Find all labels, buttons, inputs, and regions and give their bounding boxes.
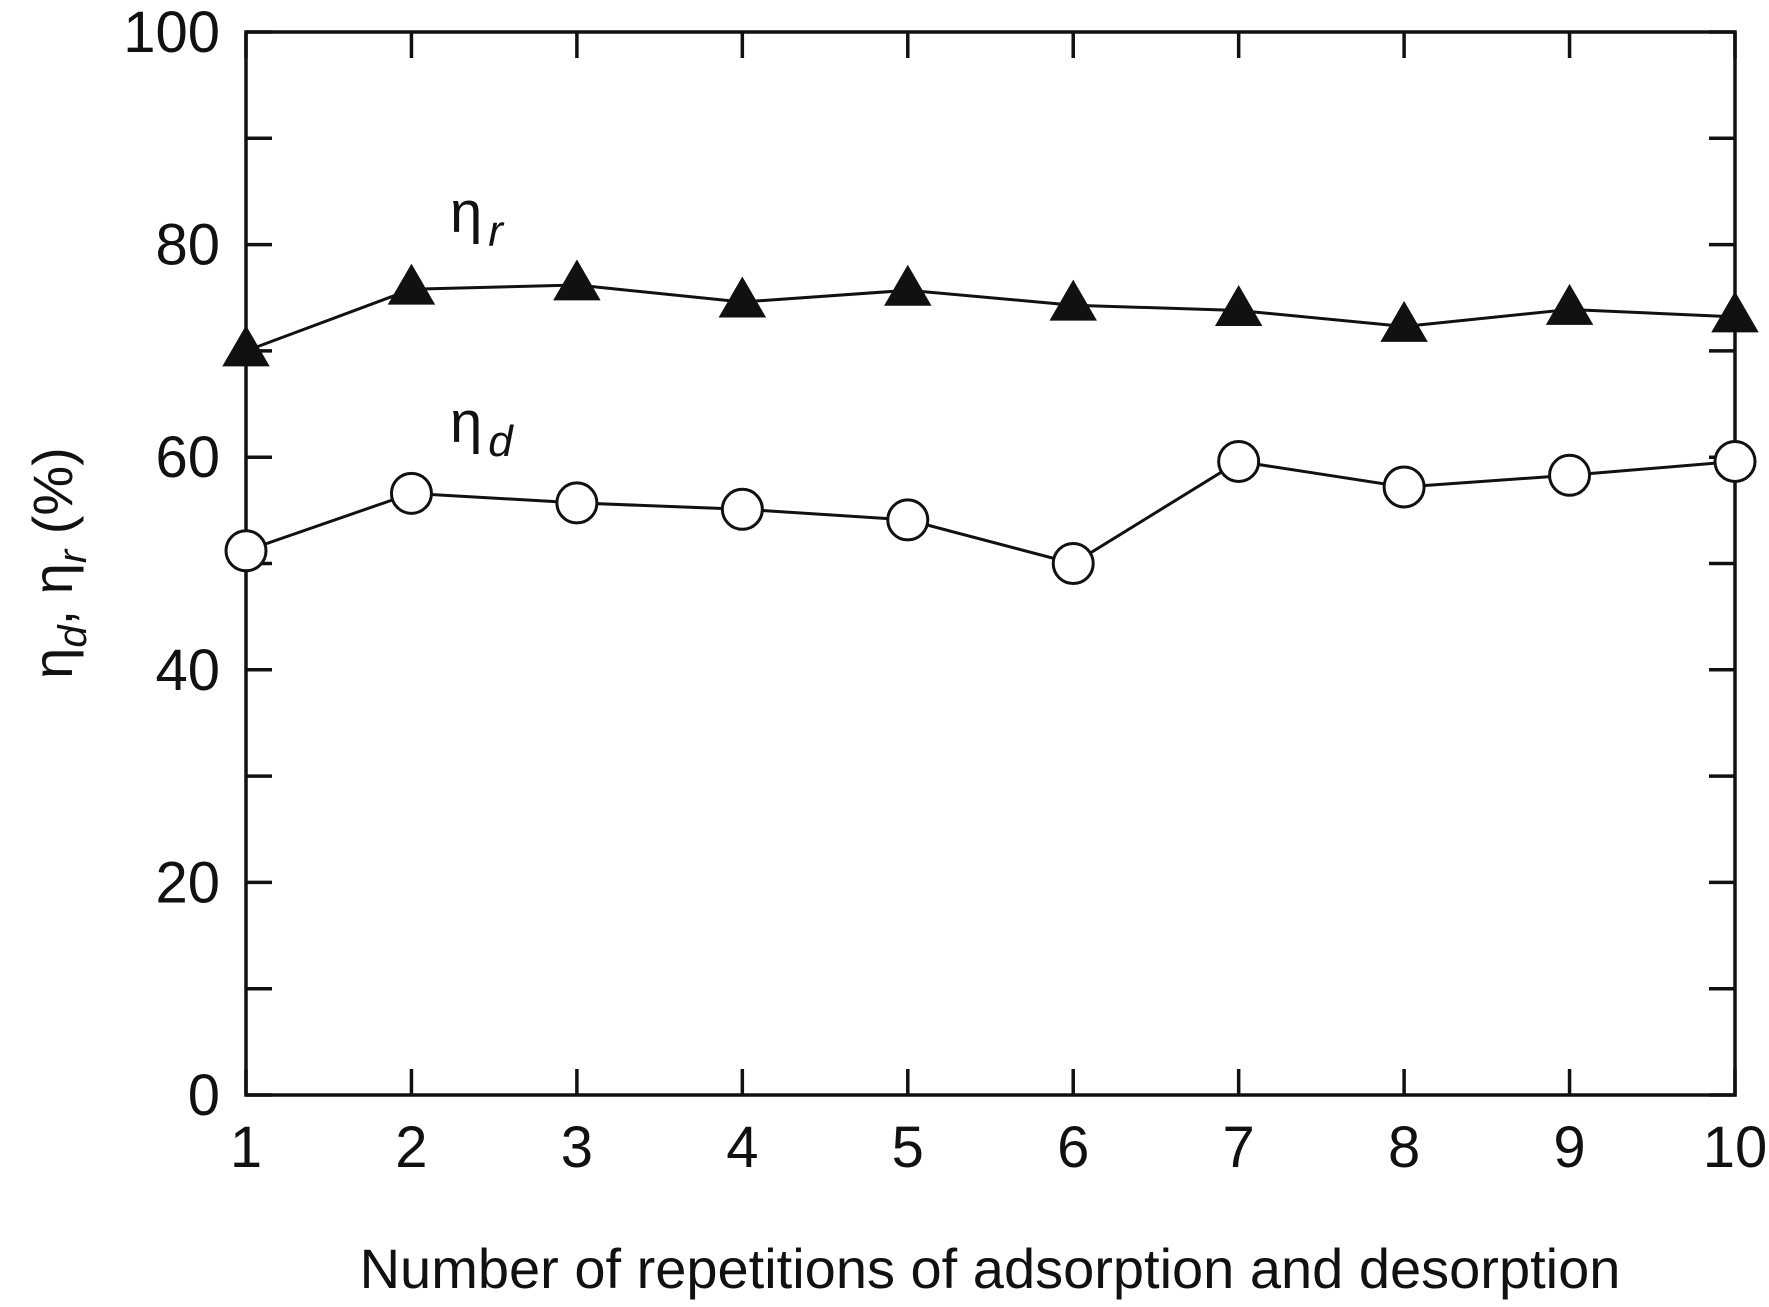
point-series-0-x8: [1380, 300, 1428, 342]
series-lines: [245, 283, 1736, 566]
x-tick-label-1: 1: [230, 1115, 262, 1180]
point-series-1-x2: [389, 471, 433, 515]
point-series-1-x6: [1051, 542, 1095, 585]
point-series-1-x7: [1217, 439, 1261, 483]
point-series-0-x1: [222, 325, 270, 367]
y-label-eta-2: , η: [21, 563, 84, 625]
series-label-eta-r-symbol: η: [450, 180, 482, 245]
x-tick-label-3: 3: [561, 1115, 593, 1180]
y-tick-label-80: 80: [155, 213, 220, 278]
y-label-sub-d: d: [51, 624, 95, 648]
point-series-0-x9: [1545, 283, 1594, 325]
y-label-sub-r: r: [51, 548, 95, 563]
point-series-0-x2: [387, 263, 436, 305]
series-label-eta-r-sub: r: [488, 207, 505, 256]
point-series-0-x4: [718, 276, 767, 318]
y-tick-label-100: 100: [123, 0, 220, 65]
point-series-1-x1: [224, 529, 268, 573]
series-label-eta-d-symbol: η: [450, 390, 482, 455]
y-tick-label-20: 20: [155, 850, 220, 915]
y-tick-label-40: 40: [155, 638, 220, 703]
point-series-1-x3: [555, 481, 599, 525]
point-series-1-x5: [886, 498, 930, 542]
point-series-0-x7: [1214, 284, 1263, 326]
y-tick-label-0: 0: [188, 1063, 220, 1128]
y-tick-label-60: 60: [155, 425, 220, 490]
y-label-unit: (%): [21, 447, 84, 550]
x-tick-label-2: 2: [395, 1115, 427, 1180]
series-line-1: [245, 459, 1736, 566]
point-series-1-x8: [1382, 465, 1426, 509]
x-tick-label-7: 7: [1223, 1115, 1255, 1180]
point-series-1-x9: [1548, 453, 1592, 497]
series-markers: [222, 259, 1759, 585]
point-series-1-x10: [1713, 439, 1757, 483]
x-tick-label-5: 5: [892, 1115, 924, 1180]
x-axis-label: Number of repetitions of adsorption and …: [360, 1237, 1621, 1300]
series-line-0: [245, 283, 1736, 353]
tick-labels: 0 20 40 60 80 100 1 2 3 4 5 6 7 8 9 10: [123, 0, 1767, 1180]
point-series-0-x6: [1049, 279, 1097, 321]
x-tick-label-8: 8: [1388, 1115, 1420, 1180]
y-axis-label: ηd, ηr (%): [21, 447, 95, 679]
point-series-1-x4: [720, 487, 764, 531]
series-label-eta-d-sub: d: [488, 417, 514, 466]
y-label-eta-1: η: [21, 648, 84, 679]
x-tick-label-9: 9: [1553, 1115, 1585, 1180]
x-tick-label-4: 4: [726, 1115, 758, 1180]
x-tick-label-6: 6: [1057, 1115, 1089, 1180]
point-series-0-x3: [553, 259, 601, 301]
point-series-0-x5: [884, 264, 932, 306]
x-tick-label-10: 10: [1703, 1115, 1768, 1180]
point-series-0-x10: [1711, 291, 1759, 333]
